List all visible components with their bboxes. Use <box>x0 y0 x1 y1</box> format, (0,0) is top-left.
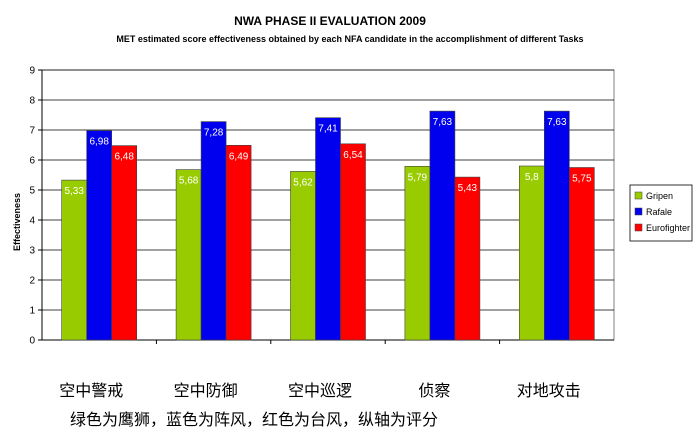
bar-eurofighter-4 <box>454 176 481 341</box>
y-tick-label: 7 <box>29 126 35 137</box>
bar-rafale-2 <box>200 121 227 341</box>
bar-gripen-4 <box>404 166 431 341</box>
bar-eurofighter-1 <box>111 145 137 341</box>
y-tick-label: 1 <box>29 306 35 317</box>
bar-eurofighter-3 <box>340 143 366 341</box>
y-tick-label: 0 <box>29 336 35 347</box>
chart-title: NWA PHASE II EVALUATION 2009 <box>234 14 426 28</box>
data-label-rafale-3: 7,41 <box>318 124 338 135</box>
y-tick-label: 3 <box>29 246 35 257</box>
data-label-rafale-2: 7,28 <box>204 128 224 139</box>
bar-gripen-2 <box>175 169 202 341</box>
data-label-rafale-1: 6,98 <box>89 137 109 148</box>
x-category-label: 空中警戒 <box>59 381 123 400</box>
data-label-rafale-4: 7,63 <box>433 117 453 128</box>
data-label-gripen-2: 5,68 <box>179 176 199 187</box>
legend-swatch-rafale <box>634 207 643 216</box>
chart-caption: 绿色为鹰狮，蓝色为阵风，红色为台风，纵轴为评分 <box>70 410 438 429</box>
data-label-gripen-1: 5,33 <box>64 186 84 197</box>
bar-rafale-1 <box>86 130 112 341</box>
y-tick-label: 4 <box>29 216 35 227</box>
bar-gripen-5 <box>518 165 545 341</box>
x-category-label: 空中巡逻 <box>288 381 352 400</box>
bar-gripen-3 <box>290 171 316 341</box>
data-label-eurofighter-4: 5,43 <box>458 183 478 194</box>
y-tick-label: 8 <box>29 96 35 107</box>
bar-rafale-5 <box>543 110 570 341</box>
data-label-eurofighter-2: 6,49 <box>229 151 249 162</box>
data-label-gripen-5: 5,8 <box>525 172 539 183</box>
x-category-label: 对地攻击 <box>517 381 581 400</box>
legend: Gripen Rafale Eurofighter <box>629 184 693 242</box>
y-tick-label: 6 <box>29 156 35 167</box>
data-label-eurofighter-1: 6,48 <box>114 152 134 163</box>
plot-area: 0 1 2 3 4 5 6 7 8 9 5,33 6,98 6,48 空中警戒 5,68 7,28 6,49 空中… <box>29 66 615 400</box>
y-tick-label: 9 <box>29 66 35 77</box>
y-axis-label: Effectiveness <box>12 193 22 251</box>
x-category-label: 空中防御 <box>174 381 238 400</box>
bar-rafale-4 <box>429 110 456 341</box>
legend-label-gripen: Gripen <box>646 191 673 201</box>
bar-eurofighter-5 <box>568 167 595 341</box>
data-label-gripen-4: 5,79 <box>408 172 428 183</box>
x-category-label: 侦察 <box>418 381 450 400</box>
bar-gripen-1 <box>61 179 88 341</box>
data-label-rafale-5: 7,63 <box>547 117 567 128</box>
legend-label-rafale: Rafale <box>646 207 672 217</box>
legend-swatch-gripen <box>634 191 643 200</box>
legend-label-eurofighter: Eurofighter <box>646 223 690 233</box>
legend-swatch-eurofighter <box>634 223 643 232</box>
data-label-eurofighter-5: 5,75 <box>572 174 592 185</box>
chart-subtitle: MET estimated score effectiveness obtain… <box>116 34 583 44</box>
bar-eurofighter-2 <box>225 145 252 341</box>
data-label-gripen-3: 5,62 <box>293 177 313 188</box>
y-tick-label: 5 <box>29 186 35 197</box>
bar-rafale-3 <box>315 117 341 341</box>
data-label-eurofighter-3: 6,54 <box>343 150 363 161</box>
y-tick-label: 2 <box>29 276 35 287</box>
